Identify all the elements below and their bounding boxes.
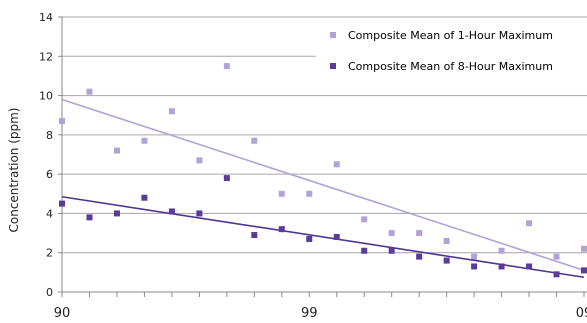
legend-marker (330, 63, 336, 69)
x-tick-label: 90 (54, 306, 71, 321)
y-tick-label: 2 (46, 247, 53, 260)
data-point (278, 190, 285, 197)
data-point (333, 234, 340, 240)
data-point (388, 247, 395, 254)
legend-background (316, 20, 587, 80)
data-point (388, 230, 395, 237)
y-axis-title: Concentration (ppm) (7, 108, 21, 233)
data-point (168, 108, 175, 115)
data-point (471, 253, 478, 260)
x-tick-label: 09 (576, 306, 587, 321)
legend-marker (330, 32, 336, 38)
data-point (113, 210, 120, 217)
y-tick-label: 10 (39, 90, 53, 103)
data-series (59, 63, 587, 279)
data-point (278, 226, 285, 233)
x-axis: 90 99 09 (54, 291, 587, 321)
data-point (59, 200, 65, 207)
legend-label: Composite Mean of 8-Hour Maximum (348, 60, 553, 73)
data-point (416, 230, 423, 237)
y-tick-label: 0 (46, 286, 53, 299)
data-point (581, 267, 587, 274)
data-point (86, 88, 93, 95)
series-2 (59, 175, 587, 279)
data-point (196, 210, 203, 217)
data-point (581, 245, 587, 252)
data-point (59, 118, 65, 125)
data-point (86, 214, 93, 221)
data-point (526, 220, 533, 227)
data-point (553, 253, 560, 260)
data-point (113, 147, 120, 154)
trend-line (61, 98, 585, 272)
data-point (471, 263, 478, 270)
data-point (361, 216, 368, 223)
y-tick-label: 12 (39, 50, 53, 63)
data-point (168, 208, 175, 215)
data-point (251, 232, 258, 239)
data-point (333, 161, 340, 168)
data-point (223, 63, 230, 70)
y-tick-label: 8 (46, 129, 53, 142)
x-tick-label: 99 (301, 306, 318, 321)
data-point (498, 247, 505, 254)
data-point (443, 257, 450, 264)
y-tick-label: 6 (46, 168, 53, 181)
data-point (306, 190, 313, 197)
data-point (526, 263, 533, 270)
y-tick-label: 4 (46, 207, 53, 220)
series-1 (59, 63, 587, 272)
data-point (141, 137, 148, 144)
data-point (498, 263, 505, 270)
data-point (223, 175, 230, 182)
data-point (553, 271, 560, 278)
data-point (141, 194, 148, 201)
y-axis: 0 2 4 6 8 10 12 14 (39, 11, 63, 299)
legend-label: Composite Mean of 1-Hour Maximum (348, 29, 553, 42)
legend: Composite Mean of 1-Hour Maximum Composit… (316, 20, 587, 80)
data-point (306, 235, 313, 242)
data-point (416, 253, 423, 260)
y-tick-label: 14 (39, 11, 53, 24)
data-point (361, 247, 368, 254)
trend-line (61, 195, 585, 279)
data-point (196, 157, 203, 164)
data-point (251, 137, 258, 144)
data-point (443, 237, 450, 244)
